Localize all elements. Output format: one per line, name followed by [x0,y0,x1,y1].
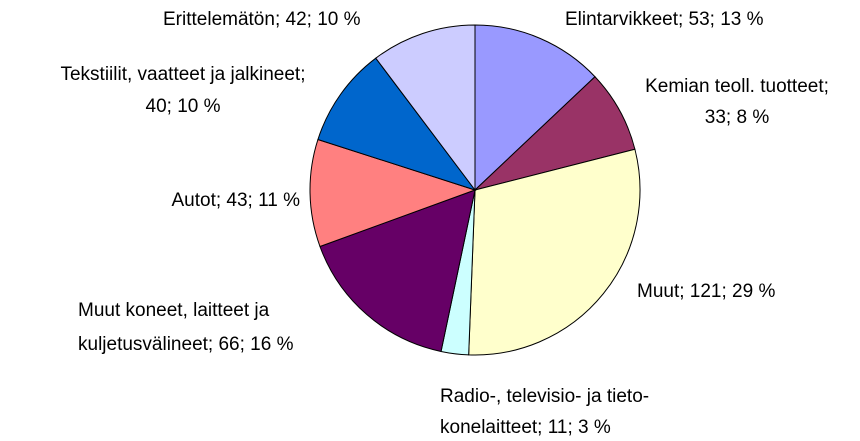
data-label: Muut koneet, laitteet ja [78,300,270,321]
pie-slice [309,138,477,248]
data-label: 33; 8 % [705,107,770,128]
data-label: Radio-, televisio- ja tieto- [440,386,649,407]
data-label: konelaitteet; 11; 3 % [440,417,611,438]
data-label: Kemian teoll. tuotteet; [645,76,829,97]
data-label: 40; 10 % [146,96,221,117]
pie-slice [468,148,641,356]
data-label: Tekstiilit, vaatteet ja jalkineet; [60,64,305,85]
data-label: Muut; 121; 29 % [637,281,775,302]
data-label: kuljetusvälineet; 66; 16 % [78,334,294,355]
data-label: Elintarvikkeet; 53; 13 % [565,9,764,30]
pie-slice [474,24,596,192]
pie-slice [319,189,476,353]
pie-slice [375,24,476,192]
data-label: Autot; 43; 11 % [171,190,300,211]
data-label: Erittelemätön; 42; 10 % [163,9,361,30]
pie-slice [317,57,477,191]
